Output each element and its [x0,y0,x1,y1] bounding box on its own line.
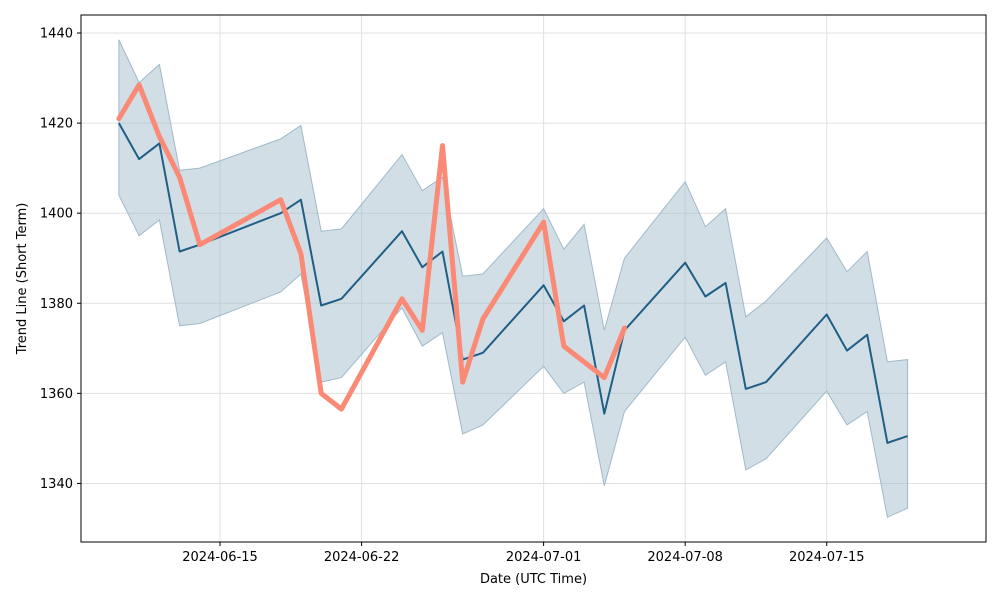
y-tick-label: 1360 [40,387,73,402]
x-tick-label: 2024-06-22 [324,550,400,565]
actual-line-layer [116,82,627,412]
trend-line [118,122,908,444]
actual-line [116,82,627,412]
y-axis-label: Trend Line (Short Term) [15,203,30,356]
y-axis-ticks: 1340 1360 1380 1400 1420 1440 [40,27,81,492]
plot-frame [80,14,987,543]
x-tick-label: 2024-07-01 [506,550,582,565]
trend-line-layer [118,122,908,444]
y-tick-label: 1340 [40,477,73,492]
grid-layer [81,15,986,542]
confidence-band [118,39,909,518]
x-tick-label: 2024-07-08 [647,550,723,565]
x-tick-label: 2024-07-15 [789,550,865,565]
y-tick-label: 1440 [40,27,73,42]
x-tick-label: 2024-06-15 [182,550,258,565]
y-tick-label: 1380 [40,297,73,312]
x-axis-label: Date (UTC Time) [480,572,587,587]
confidence-band-layer [118,39,909,518]
x-axis-ticks: 2024-06-15 2024-06-22 2024-07-01 2024-07-08… [182,542,865,565]
y-tick-label: 1420 [40,117,73,132]
y-tick-label: 1400 [40,207,73,222]
